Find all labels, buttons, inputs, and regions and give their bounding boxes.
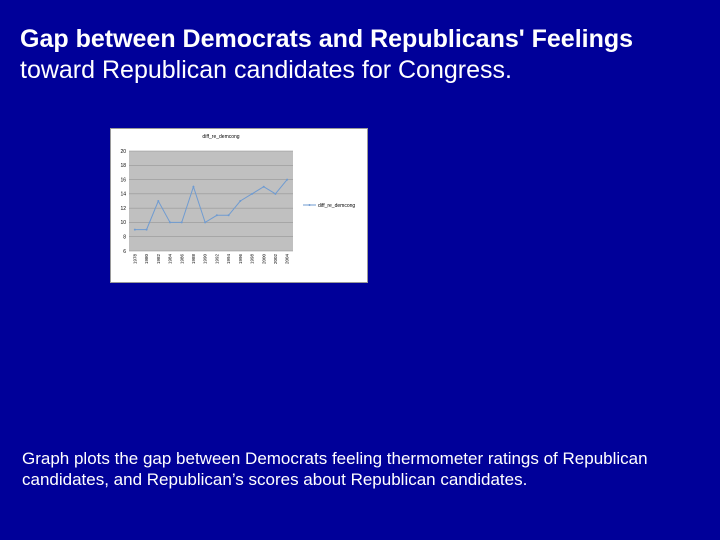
x-tick-label: 2004 bbox=[285, 254, 290, 265]
data-point bbox=[274, 192, 277, 195]
data-point bbox=[251, 192, 253, 195]
series-lines bbox=[133, 178, 289, 231]
slide-title-line-1: Gap between Democrats and Republicans' F… bbox=[20, 25, 634, 53]
slide-title-line-2: toward Republican candidates for Congres… bbox=[20, 56, 512, 84]
data-point bbox=[239, 200, 242, 202]
legend: diff_re_demcong bbox=[303, 203, 355, 209]
data-point bbox=[169, 221, 171, 224]
slide-caption: Graph plots the gap between Democrats fe… bbox=[22, 449, 648, 489]
x-tick-label: 2002 bbox=[273, 254, 278, 265]
series-line bbox=[134, 179, 288, 231]
data-point bbox=[192, 185, 195, 188]
chart-container: diff_re_demcong 6 8 10 12 14 16 18 20 1978 1980 1… bbox=[110, 128, 368, 283]
x-tick-label: 1992 bbox=[214, 254, 219, 265]
data-point bbox=[157, 200, 160, 202]
data-point bbox=[204, 221, 207, 224]
plot-area bbox=[129, 151, 293, 251]
y-tick-label: 18 bbox=[120, 163, 126, 169]
y-tick-label: 6 bbox=[123, 249, 126, 255]
data-point bbox=[215, 214, 218, 217]
x-tick-label: 1978 bbox=[132, 254, 137, 265]
data-point bbox=[286, 178, 289, 181]
slide-title: Gap between Democrats and Republicans' F… bbox=[20, 24, 710, 86]
x-tick-label: 1990 bbox=[203, 254, 208, 265]
x-tick-label: 1984 bbox=[168, 254, 173, 265]
x-tick-label: 1998 bbox=[250, 254, 255, 265]
x-tick-label: 1994 bbox=[226, 254, 231, 265]
data-point bbox=[262, 185, 265, 188]
x-tick-label: 1988 bbox=[191, 254, 196, 265]
data-point bbox=[180, 221, 183, 224]
y-tick-label: 12 bbox=[120, 206, 126, 212]
y-tick-label: 16 bbox=[120, 177, 126, 183]
y-tick-label: 14 bbox=[120, 192, 126, 198]
gridlines bbox=[129, 150, 293, 252]
x-tick-label: 1982 bbox=[156, 254, 161, 265]
y-tick-label: 20 bbox=[120, 149, 126, 155]
x-axis-ticks: 1978 1980 1982 1984 1986 1988 1990 1992 1994 1996… bbox=[132, 254, 289, 265]
x-tick-label: 1986 bbox=[179, 254, 184, 265]
legend-marker bbox=[308, 204, 311, 206]
y-axis-ticks: 6 8 10 12 14 16 18 20 bbox=[120, 149, 126, 255]
data-point bbox=[227, 214, 230, 217]
data-point bbox=[133, 228, 136, 231]
x-tick-label: 1980 bbox=[144, 254, 149, 265]
y-tick-label: 8 bbox=[123, 235, 126, 241]
legend-label: diff_re_demcong bbox=[318, 203, 355, 209]
chart-title: diff_re_demcong bbox=[202, 134, 239, 140]
data-point bbox=[145, 228, 148, 231]
x-tick-label: 2000 bbox=[261, 254, 266, 265]
y-tick-label: 10 bbox=[120, 220, 126, 226]
x-tick-label: 1996 bbox=[238, 254, 243, 265]
